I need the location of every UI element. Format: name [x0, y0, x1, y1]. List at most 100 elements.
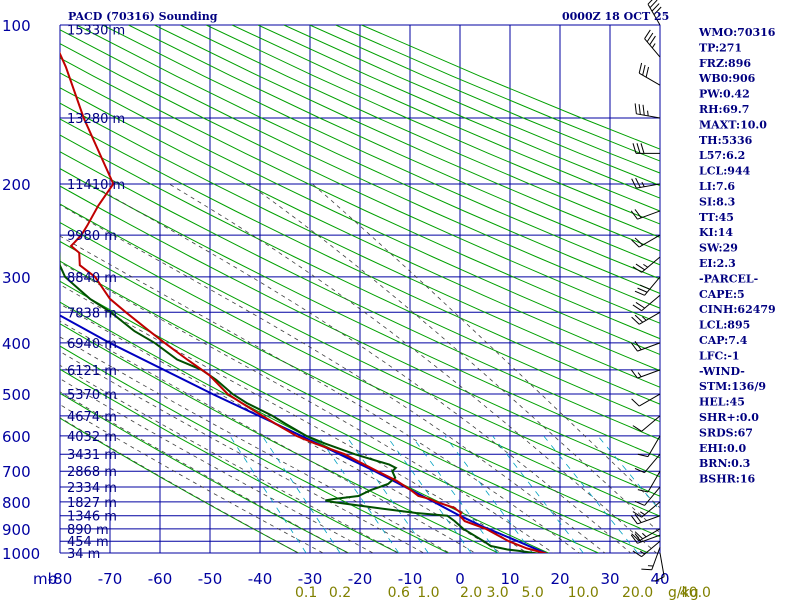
height-label: 7838 m [67, 306, 117, 321]
wind-barb-half-feather [643, 263, 649, 268]
chart-time: 0000Z 18 OCT 25 [562, 10, 669, 23]
wind-barb-feather [630, 369, 638, 379]
wind-barb-feather [634, 468, 645, 474]
index-line: FRZ:896 [699, 57, 751, 70]
height-label: 3431 m [67, 448, 117, 463]
moist-adiabat [60, 391, 349, 553]
dry-adiabat [76, 25, 660, 294]
dry-adiabat [60, 72, 660, 356]
height-label: 1346 m [67, 510, 117, 525]
wind-barb [647, 435, 661, 457]
index-line: WB0:906 [698, 72, 756, 85]
chart-title: PACD (70316) Sounding [68, 10, 218, 23]
wind-barb [647, 470, 661, 493]
index-line: MAXT:10.0 [699, 118, 767, 131]
temperature-tick-label: -20 [348, 570, 373, 588]
pressure-label: 700 [2, 463, 31, 481]
index-line: WMO:70316 [698, 26, 776, 39]
wind-barb-feather [631, 178, 637, 189]
index-line: -WIND- [699, 365, 745, 378]
index-line: CAP:7.4 [699, 334, 748, 347]
wind-barb-feather [642, 64, 646, 76]
wind-barb [644, 276, 661, 296]
wind-barb-feather [644, 29, 651, 39]
wind-barb-feather [642, 104, 645, 116]
dry-adiabat [60, 240, 660, 538]
wind-barb-feather [646, 32, 654, 43]
wind-barb-feather [630, 534, 638, 544]
dry-adiabat [60, 221, 660, 517]
dry-adiabat [60, 392, 350, 553]
pressure-label: 200 [2, 176, 31, 194]
wind-barb-feather [634, 237, 644, 246]
pressure-label: 600 [2, 428, 31, 446]
index-line: BSHR:16 [699, 473, 755, 486]
wind-barb-feather [632, 143, 637, 154]
mixing-ratio-label: 3.0 [486, 585, 508, 600]
dry-adiabat [60, 29, 660, 309]
wind-barb-half-feather [651, 43, 656, 49]
moist-adiabat [60, 404, 324, 553]
height-label: 5370 m [67, 388, 117, 403]
temperature-tick-label: -60 [148, 570, 173, 588]
dry-adiabat [128, 25, 660, 266]
temperature-tick-label: 20 [550, 570, 569, 588]
mixing-ratio-label: 1.0 [417, 585, 439, 600]
wind-barb-feather [649, 35, 656, 46]
wind-barb-feather [631, 316, 640, 325]
wind-barb-half-feather [642, 316, 647, 321]
dry-adiabat [60, 280, 600, 553]
mixing-ratio-line [386, 435, 472, 553]
wind-barb-feather [630, 342, 638, 352]
wind-barb-half-feather [642, 532, 647, 538]
mixing-ratio-line [444, 435, 533, 553]
temperature-tick-label: -80 [48, 570, 73, 588]
index-line: TT:45 [699, 211, 734, 224]
height-label: 15330 m [67, 24, 125, 39]
temperature-tick-label: -50 [198, 570, 223, 588]
wind-barb-feather [641, 568, 652, 571]
index-line: SI:8.3 [699, 195, 735, 208]
wind-barb-half-feather [641, 181, 645, 187]
wind-barb-feather [634, 314, 644, 323]
wind-barb-feather [632, 266, 642, 273]
wind-barb-feather [639, 284, 650, 290]
height-label: 2868 m [67, 465, 117, 480]
wind-barb-feather [647, 0, 653, 5]
stability-indices: WMO:70316 TP:271 FRZ:896 WB0:906 PW:0.42 RH:6… [698, 26, 776, 486]
dry-adiabat [60, 260, 650, 553]
wind-barb-feather [640, 143, 645, 154]
wind-barb-feather [632, 511, 642, 518]
moist-adiabat [60, 417, 300, 553]
index-line: HEL:45 [699, 396, 745, 409]
index-line: LI:7.6 [699, 180, 735, 193]
index-line: SHR+:0.0 [699, 411, 759, 424]
wind-barb [638, 393, 661, 407]
height-label: 4032 m [67, 430, 117, 445]
dry-adiabat [154, 25, 660, 252]
dry-adiabat [60, 203, 660, 497]
height-label: 9980 m [67, 229, 117, 244]
moist-adiabat [168, 183, 658, 553]
pressure-label: 900 [2, 521, 31, 539]
dry-adiabat [60, 102, 660, 388]
mixing-ratio-label: 0.2 [329, 585, 351, 600]
dry-adiabat [60, 168, 660, 459]
temperature-tick-label: -30 [298, 570, 323, 588]
index-line: CAPE:5 [699, 288, 745, 301]
wind-barb-feather [654, 576, 665, 582]
dry-adiabat [60, 151, 660, 441]
wind-barb-feather [632, 304, 642, 312]
wind-barb-feather [631, 239, 640, 248]
wind-barb [659, 552, 665, 577]
height-label: 6940 m [67, 337, 117, 352]
dry-adiabat [60, 43, 660, 324]
index-line: TH:5336 [699, 134, 753, 147]
index-line: KI:14 [699, 226, 733, 239]
wind-barb-half-feather [640, 550, 645, 555]
temperature-trace [60, 51, 548, 553]
index-line: SW:29 [699, 242, 738, 255]
mixing-ratio-label: 10.0 [568, 585, 599, 600]
moist-adiabat [60, 351, 425, 553]
mixing-ratio-label: 5.0 [521, 585, 543, 600]
